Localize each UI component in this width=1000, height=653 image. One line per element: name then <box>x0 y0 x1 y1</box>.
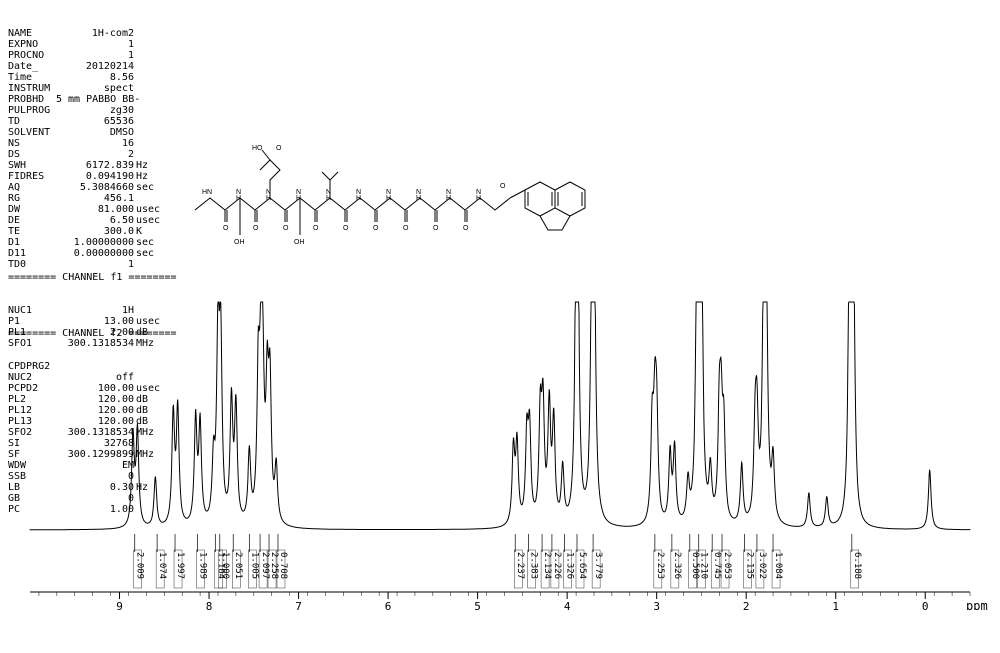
svg-text:1.084: 1.084 <box>773 552 783 579</box>
param-row: NS16 <box>8 138 168 149</box>
svg-text:2.237: 2.237 <box>515 552 525 579</box>
svg-text:2.383: 2.383 <box>529 552 539 579</box>
param-row: DW81.000usec <box>8 204 168 215</box>
param-row: Date_20120214 <box>8 61 168 72</box>
param-row: D11.00000000sec <box>8 237 168 248</box>
svg-text:7: 7 <box>295 600 302 610</box>
svg-text:ppm: ppm <box>966 599 988 610</box>
svg-text:O: O <box>223 225 229 232</box>
svg-text:5: 5 <box>474 600 481 610</box>
svg-text:8: 8 <box>206 600 213 610</box>
svg-text:H: H <box>236 195 241 202</box>
param-row: DS2 <box>8 149 168 160</box>
acquisition-parameters: NAME1H-com2EXPNO1PROCNO1Date_20120214Tim… <box>8 6 168 281</box>
svg-text:H: H <box>386 195 391 202</box>
svg-text:0.500: 0.500 <box>690 552 700 579</box>
param-row: EXPNO1 <box>8 39 168 50</box>
svg-text:1: 1 <box>832 600 839 610</box>
svg-text:2.253: 2.253 <box>655 552 665 579</box>
svg-text:2.134: 2.134 <box>542 552 552 579</box>
svg-text:O: O <box>433 225 439 232</box>
svg-text:O: O <box>343 225 349 232</box>
svg-text:1.997: 1.997 <box>175 552 185 579</box>
svg-text:9: 9 <box>116 600 123 610</box>
channel-f1-header: ======== CHANNEL f1 ======== <box>8 272 177 283</box>
svg-text:HO: HO <box>252 145 263 152</box>
svg-text:4: 4 <box>564 600 571 610</box>
param-row: FIDRES0.094190Hz <box>8 171 168 182</box>
svg-text:2.258: 2.258 <box>269 552 279 579</box>
svg-text:3.779: 3.779 <box>593 552 603 579</box>
svg-text:2: 2 <box>743 600 750 610</box>
param-row: INSTRUMspect <box>8 83 168 94</box>
param-row: TD65536 <box>8 116 168 127</box>
svg-text:2.326: 2.326 <box>672 552 682 579</box>
param-row: NAME1H-com2 <box>8 28 168 39</box>
param-row: PROBHD5 mm PABBO BB- <box>8 94 168 105</box>
svg-text:6.188: 6.188 <box>852 552 862 579</box>
svg-text:6: 6 <box>385 600 392 610</box>
svg-text:1.326: 1.326 <box>564 552 574 579</box>
svg-text:0.745: 0.745 <box>712 552 722 579</box>
svg-text:O: O <box>283 225 289 232</box>
svg-text:O: O <box>463 225 469 232</box>
param-row: Time8.56 <box>8 72 168 83</box>
param-row: DE6.50usec <box>8 215 168 226</box>
param-row: SWH6172.839Hz <box>8 160 168 171</box>
svg-text:3.022: 3.022 <box>757 552 767 579</box>
svg-text:1.210: 1.210 <box>699 552 709 579</box>
svg-text:OH: OH <box>294 239 305 246</box>
svg-text:5.654: 5.654 <box>577 552 587 579</box>
svg-text:1.000: 1.000 <box>220 552 230 579</box>
svg-text:H: H <box>266 195 271 202</box>
svg-text:HN: HN <box>202 189 212 196</box>
svg-text:O: O <box>313 225 319 232</box>
svg-text:H: H <box>476 195 481 202</box>
svg-text:1.074: 1.074 <box>157 552 167 579</box>
svg-text:0.708: 0.708 <box>278 552 288 579</box>
svg-text:H: H <box>326 195 331 202</box>
svg-text:2.051: 2.051 <box>233 552 243 579</box>
param-row: PULPROGzg30 <box>8 105 168 116</box>
svg-text:2.009: 2.009 <box>135 552 145 579</box>
svg-text:2.135: 2.135 <box>744 552 754 579</box>
svg-text:H: H <box>356 195 361 202</box>
chemical-structure: HOO OH OH HN NH NH NH NH NH NH NH NH NH … <box>190 140 600 260</box>
param-row: PROCNO1 <box>8 50 168 61</box>
svg-text:1.005: 1.005 <box>249 552 259 579</box>
param-row: TE300.0K <box>8 226 168 237</box>
svg-text:O: O <box>276 145 282 152</box>
svg-text:O: O <box>373 225 379 232</box>
svg-text:2.097: 2.097 <box>260 552 270 579</box>
svg-text:0: 0 <box>922 600 929 610</box>
svg-text:2.053: 2.053 <box>722 552 732 579</box>
svg-text:2.226: 2.226 <box>552 552 562 579</box>
param-row: RG456.1 <box>8 193 168 204</box>
svg-text:H: H <box>296 195 301 202</box>
svg-text:OH: OH <box>234 239 245 246</box>
svg-text:H: H <box>416 195 421 202</box>
param-row: AQ5.3084660sec <box>8 182 168 193</box>
param-row: SOLVENTDMSO <box>8 127 168 138</box>
svg-text:O: O <box>403 225 409 232</box>
svg-text:3: 3 <box>653 600 660 610</box>
svg-text:O: O <box>253 225 259 232</box>
svg-text:O: O <box>500 183 506 190</box>
nmr-spectrum: 2.0091.0741.9971.9891.1041.0002.0511.005… <box>10 300 990 610</box>
svg-text:1.989: 1.989 <box>197 552 207 579</box>
svg-text:H: H <box>446 195 451 202</box>
